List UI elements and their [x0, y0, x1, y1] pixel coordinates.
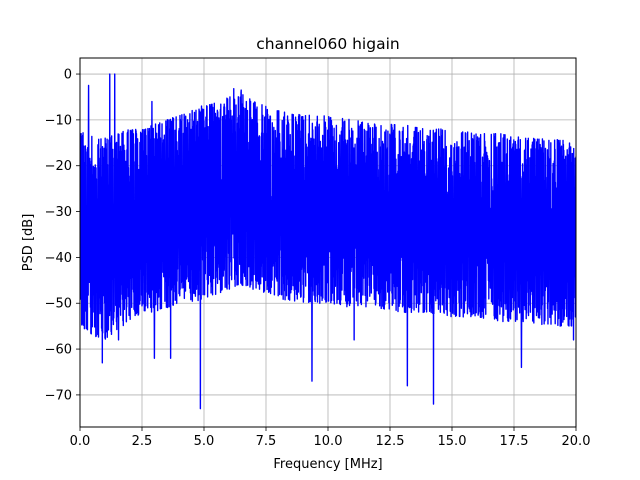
- y-tick-label: −40: [45, 251, 72, 266]
- x-tick-label: 20.0: [562, 434, 591, 449]
- x-tick-label: 12.5: [376, 434, 405, 449]
- chart-title: channel060 higain: [256, 35, 399, 53]
- y-tick-label: −50: [45, 297, 72, 312]
- x-axis-label: Frequency [MHz]: [273, 457, 382, 472]
- y-axis-label: PSD [dB]: [21, 214, 36, 272]
- psd-series-line: [80, 73, 576, 410]
- x-tick-label: 0.0: [70, 434, 91, 449]
- y-tick-label: −20: [45, 159, 72, 174]
- y-tick-label: −10: [45, 113, 72, 128]
- x-tick-label: 10.0: [314, 434, 343, 449]
- y-tick-label: −30: [45, 205, 72, 220]
- series-layer: [80, 73, 576, 410]
- x-tick-label: 17.5: [500, 434, 529, 449]
- x-tick-label: 15.0: [438, 434, 467, 449]
- x-tick-label: 7.5: [256, 434, 277, 449]
- x-tick-label: 2.5: [132, 434, 153, 449]
- y-tick-label: 0: [64, 68, 72, 83]
- y-tick-label: −70: [45, 388, 72, 403]
- x-axis-ticks: 0.0 2.5 5.0 7.5 10.0 12.5 15.0 17.5 20.0: [70, 427, 591, 449]
- y-tick-label: −60: [45, 343, 72, 358]
- x-tick-label: 5.0: [194, 434, 215, 449]
- y-axis-ticks: 0 −10 −20 −30 −40 −50 −60 −70: [45, 68, 80, 403]
